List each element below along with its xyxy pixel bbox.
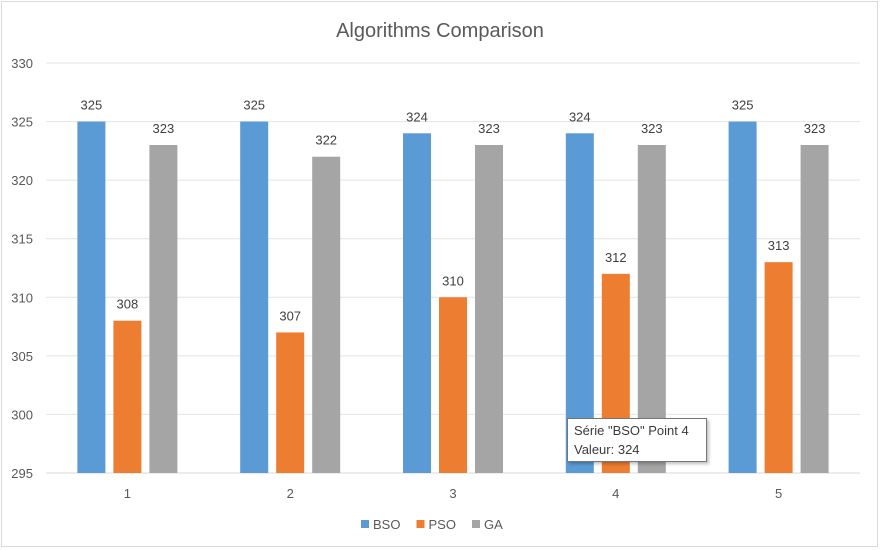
y-tick-label: 305 [11,349,33,364]
data-label: 323 [804,121,826,136]
legend-label: GA [484,517,503,532]
data-label: 325 [243,98,265,113]
chart-title: Algorithms Comparison [336,20,544,42]
legend-swatch [416,520,425,528]
bars[interactable] [77,121,829,474]
x-tick-label: 2 [287,486,294,501]
data-label: 307 [279,308,301,323]
data-label: 324 [406,109,428,124]
x-tick-label: 5 [775,486,782,501]
data-label: 325 [732,98,754,113]
y-tick-label: 300 [11,407,33,422]
data-label: 313 [768,238,790,253]
x-tick-label: 3 [449,486,456,501]
tooltip-series-point: Série "BSO" Point 4 [574,423,689,438]
y-tick-label: 310 [11,290,33,305]
y-tick-label: 295 [11,466,33,481]
bar-ga[interactable] [475,145,503,473]
bar-ga[interactable] [312,156,341,473]
x-tick-label: 4 [612,486,619,501]
y-tick-label: 315 [11,232,33,247]
x-axis-tick-labels: 1 2 3 4 5 [124,486,782,501]
bar-bso[interactable] [728,121,757,474]
y-tick-label: 325 [11,115,33,130]
data-label: 323 [641,121,663,136]
bar-ga[interactable] [149,145,178,473]
y-axis-tick-labels: 295 300 305 310 315 320 325 330 [11,56,33,481]
legend-item-bso[interactable]: BSO [361,517,400,532]
data-labels: 325 308 323 325 307 322 324 310 323 324 312 323 325 3… [81,98,826,324]
bar-bso[interactable] [565,133,594,474]
y-tick-label: 330 [11,56,33,71]
data-label: 322 [315,133,337,148]
legend-swatch [361,520,369,528]
bar-pso[interactable] [764,262,793,473]
bar-bso[interactable] [77,121,106,474]
gridlines [46,62,860,474]
x-tick-label: 1 [124,486,131,501]
legend-swatch [472,520,480,528]
legend-item-pso[interactable]: PSO [416,517,456,532]
bar-pso[interactable] [113,320,142,473]
y-tick-label: 320 [11,173,33,188]
data-label: 310 [442,273,464,288]
data-label: 323 [153,121,175,136]
tooltip-value: Valeur: 324 [574,442,640,457]
bar-pso[interactable] [439,297,467,473]
data-label: 312 [605,250,627,265]
bar-pso[interactable] [276,332,305,473]
legend-label: BSO [373,517,400,532]
legend-item-ga[interactable]: GA [472,517,503,532]
data-label: 325 [81,98,103,113]
data-label: 324 [569,109,591,124]
bar-ga[interactable] [800,145,829,473]
data-label: 308 [117,297,139,312]
data-label: 323 [478,121,500,136]
data-point-tooltip: Série "BSO" Point 4 Valeur: 324 [567,418,707,462]
bar-bso[interactable] [240,121,269,474]
legend[interactable]: BSO PSO GA [361,517,503,532]
bar-bso[interactable] [403,133,431,474]
legend-label: PSO [429,517,456,532]
